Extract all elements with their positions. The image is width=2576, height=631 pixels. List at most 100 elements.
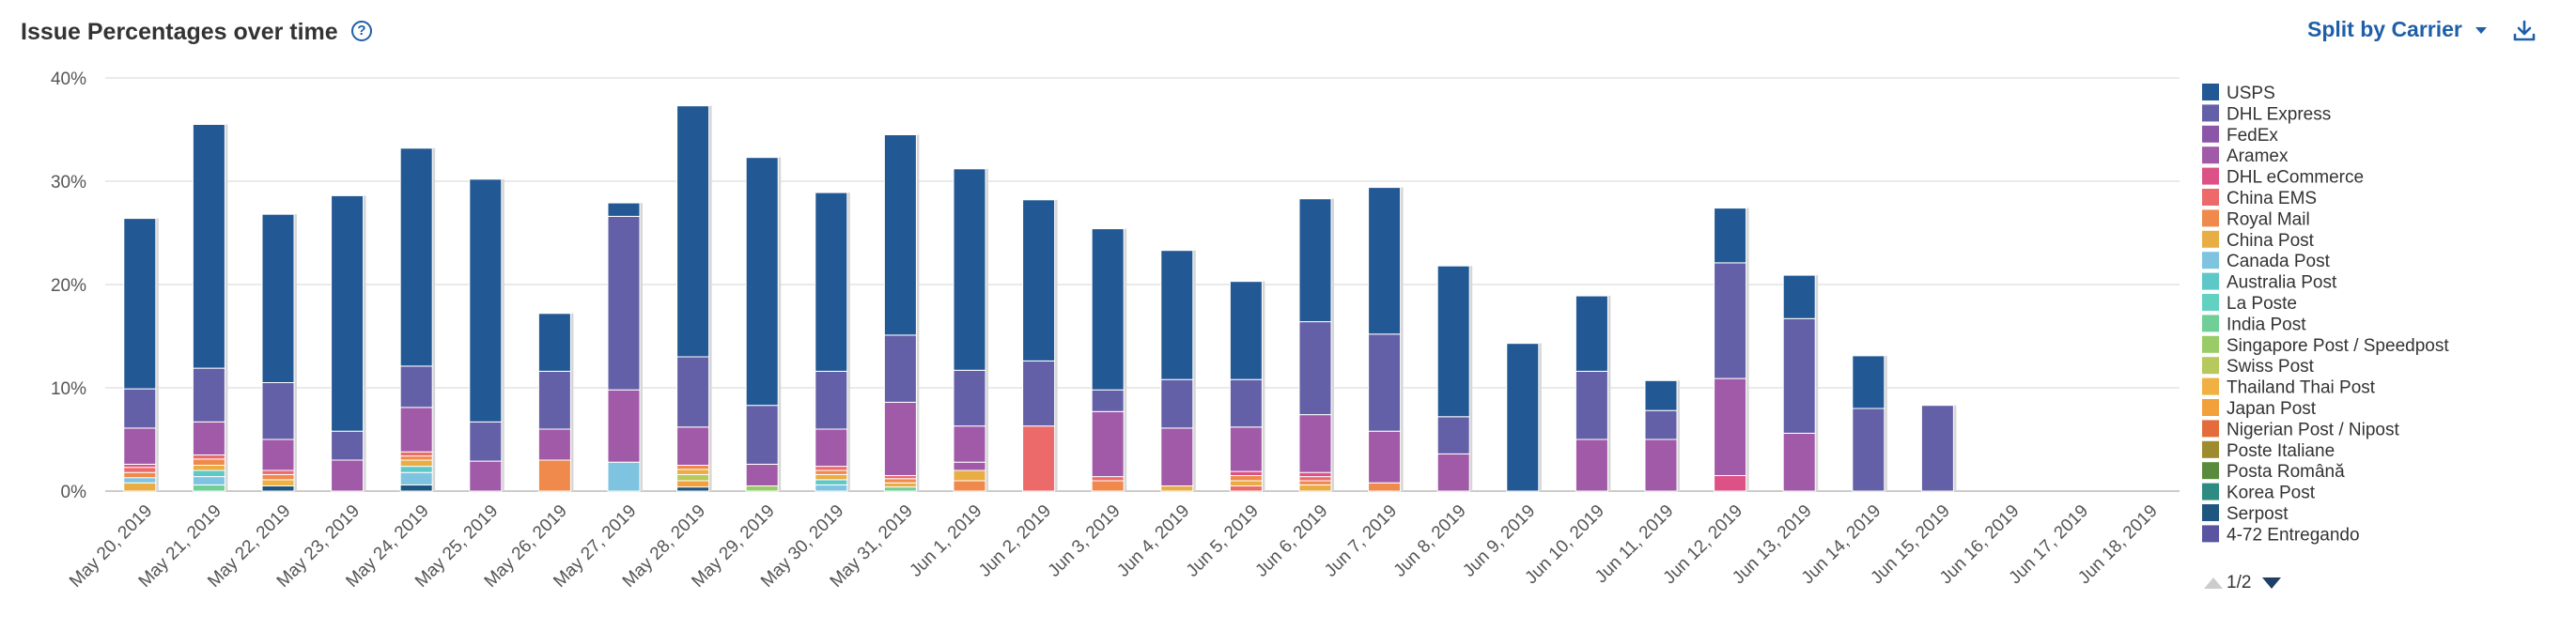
bar-segment[interactable] — [537, 459, 571, 492]
bar-segment[interactable] — [123, 471, 157, 479]
bar-segment[interactable] — [123, 482, 157, 492]
legend-item-label[interactable]: Korea Post — [2227, 484, 2316, 503]
bar-segment[interactable] — [1368, 482, 1402, 492]
bar-segment[interactable] — [399, 466, 433, 473]
bar-segment[interactable] — [123, 427, 157, 465]
bar-segment[interactable] — [123, 388, 157, 429]
bar-segment[interactable] — [883, 401, 917, 476]
bar-segment[interactable] — [676, 469, 710, 475]
legend-swatch[interactable] — [2202, 357, 2219, 375]
bar-segment[interactable] — [676, 465, 710, 470]
legend-item-label[interactable]: Canada Post — [2227, 252, 2331, 271]
bar-segment[interactable] — [331, 194, 365, 432]
bar-segment[interactable] — [537, 313, 571, 372]
bar-segment[interactable] — [1022, 199, 1056, 362]
bar-segment[interactable] — [1229, 485, 1263, 492]
bar-segment[interactable] — [745, 463, 779, 486]
bar-segment[interactable] — [1436, 265, 1470, 418]
legend-item-label[interactable]: Royal Mail — [2227, 209, 2310, 229]
bar-segment[interactable] — [1229, 475, 1263, 482]
bar-segment[interactable] — [1298, 414, 1332, 473]
bar-segment[interactable] — [399, 471, 433, 485]
bar-segment[interactable] — [331, 459, 365, 492]
legend-swatch[interactable] — [2202, 420, 2219, 438]
bar-segment[interactable] — [883, 486, 917, 492]
legend-item-label[interactable]: Japan Post — [2227, 399, 2317, 419]
legend-swatch[interactable] — [2202, 335, 2219, 353]
legend-item-label[interactable]: La Poste — [2227, 294, 2297, 314]
bar-segment[interactable] — [676, 480, 710, 488]
bar-segment[interactable] — [953, 369, 986, 427]
bar-segment[interactable] — [1091, 476, 1125, 482]
bar-segment[interactable] — [399, 365, 433, 408]
bar-segment[interactable] — [676, 426, 710, 466]
bar-segment[interactable] — [1091, 480, 1125, 492]
bar-segment[interactable] — [1920, 405, 1954, 492]
bar-segment[interactable] — [1575, 370, 1608, 440]
download-icon[interactable] — [2512, 19, 2537, 43]
bar-segment[interactable] — [1714, 377, 1747, 477]
bar-segment[interactable] — [192, 484, 225, 492]
bar-segment[interactable] — [1091, 228, 1125, 391]
legend-swatch[interactable] — [2202, 272, 2219, 290]
bar-segment[interactable] — [123, 477, 157, 484]
bar-segment[interactable] — [815, 192, 848, 372]
legend-swatch[interactable] — [2202, 230, 2219, 248]
bar-segment[interactable] — [815, 370, 848, 430]
bar-segment[interactable] — [953, 461, 986, 471]
legend-swatch[interactable] — [2202, 84, 2219, 100]
bar-segment[interactable] — [1298, 480, 1332, 485]
bar-segment[interactable] — [1368, 187, 1402, 335]
bar-segment[interactable] — [1160, 485, 1194, 492]
bar-segment[interactable] — [1714, 208, 1747, 264]
bar-segment[interactable] — [1644, 409, 1678, 440]
bar-segment[interactable] — [261, 479, 295, 486]
bar-segment[interactable] — [537, 370, 571, 430]
bar-segment[interactable] — [1644, 439, 1678, 492]
bar-segment[interactable] — [192, 454, 225, 460]
bar-segment[interactable] — [607, 215, 641, 391]
bar-segment[interactable] — [607, 389, 641, 463]
bar-segment[interactable] — [676, 473, 710, 482]
bar-segment[interactable] — [537, 428, 571, 461]
legend-swatch[interactable] — [2202, 462, 2219, 480]
bar-segment[interactable] — [1852, 355, 1885, 409]
bar-segment[interactable] — [1368, 333, 1402, 432]
bar-segment[interactable] — [1714, 262, 1747, 379]
legend-swatch[interactable] — [2202, 104, 2219, 122]
bar-segment[interactable] — [953, 469, 986, 482]
bar-segment[interactable] — [469, 460, 503, 492]
bar-segment[interactable] — [1852, 408, 1885, 492]
bar-segment[interactable] — [1436, 416, 1470, 454]
bar-segment[interactable] — [607, 202, 641, 217]
legend-item-label[interactable]: India Post — [2227, 315, 2306, 334]
bar-segment[interactable] — [745, 405, 779, 465]
legend-item-label[interactable]: China EMS — [2227, 189, 2317, 208]
bar-segment[interactable] — [883, 478, 917, 484]
bar-segment[interactable] — [192, 367, 225, 423]
bar-segment[interactable] — [815, 469, 848, 475]
legend-swatch[interactable] — [2202, 294, 2219, 311]
legend-item-label[interactable]: China Post — [2227, 231, 2315, 251]
bar-segment[interactable] — [1229, 470, 1263, 477]
legend-item-label[interactable]: FedEx — [2227, 126, 2278, 146]
bar-segment[interactable] — [1160, 427, 1194, 486]
bar-segment[interactable] — [261, 382, 295, 440]
bar-segment[interactable] — [261, 213, 295, 383]
bar-segment[interactable] — [883, 134, 917, 336]
legend-swatch[interactable] — [2202, 483, 2219, 500]
bar-segment[interactable] — [1091, 389, 1125, 412]
bar-segment[interactable] — [953, 168, 986, 371]
bar-segment[interactable] — [815, 466, 848, 471]
bar-segment[interactable] — [1575, 295, 1608, 372]
legend-swatch[interactable] — [2202, 525, 2219, 543]
legend-swatch[interactable] — [2202, 146, 2219, 164]
bar-segment[interactable] — [399, 484, 433, 492]
bar-segment[interactable] — [192, 421, 225, 455]
legend-item-label[interactable]: Nigerian Post / Nipost — [2227, 420, 2399, 439]
bar-segment[interactable] — [192, 124, 225, 369]
bar-segment[interactable] — [331, 430, 365, 461]
legend-item-label[interactable]: Swiss Post — [2227, 357, 2315, 377]
bar-segment[interactable] — [883, 334, 917, 403]
legend-item-label[interactable]: DHL eCommerce — [2227, 168, 2364, 188]
